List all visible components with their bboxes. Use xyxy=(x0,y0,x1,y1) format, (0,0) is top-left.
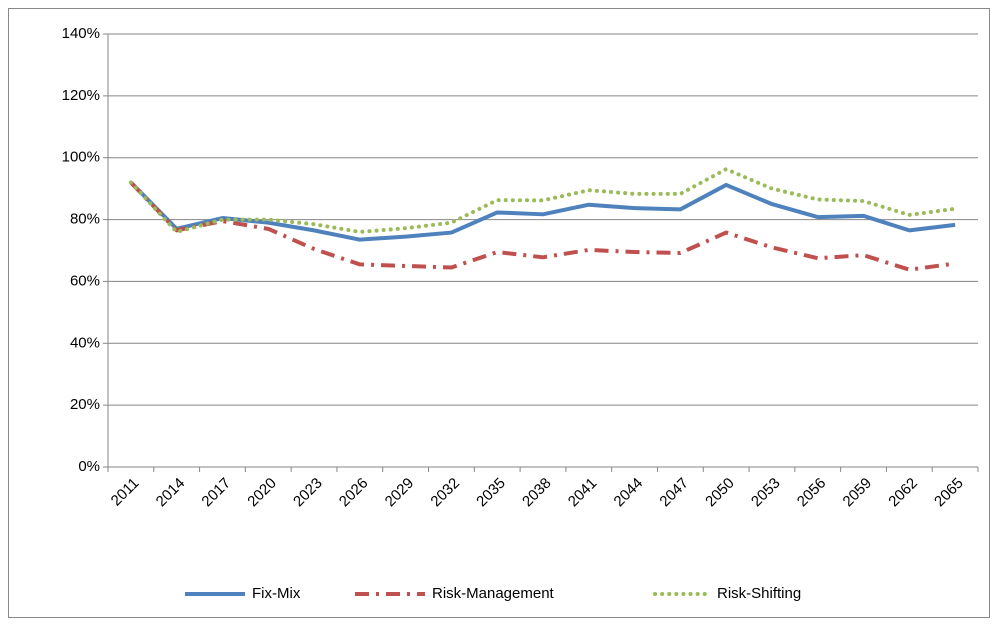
y-tick-label: 60% xyxy=(70,272,100,289)
legend-label: Risk-Management xyxy=(432,585,555,602)
y-tick-label: 40% xyxy=(70,334,100,351)
legend-label: Risk-Shifting xyxy=(717,585,801,602)
legend-label: Fix-Mix xyxy=(252,585,301,602)
series-line xyxy=(129,181,956,272)
y-tick-label: 80% xyxy=(70,211,100,228)
y-tick-label: 20% xyxy=(70,396,100,413)
chart-border xyxy=(8,8,990,618)
y-tick-label: 120% xyxy=(62,87,100,104)
series-line xyxy=(129,181,956,242)
series-line xyxy=(128,167,958,234)
y-tick-label: 140% xyxy=(62,25,100,42)
y-tick-label: 100% xyxy=(62,149,100,166)
y-tick-label: 0% xyxy=(78,458,100,475)
